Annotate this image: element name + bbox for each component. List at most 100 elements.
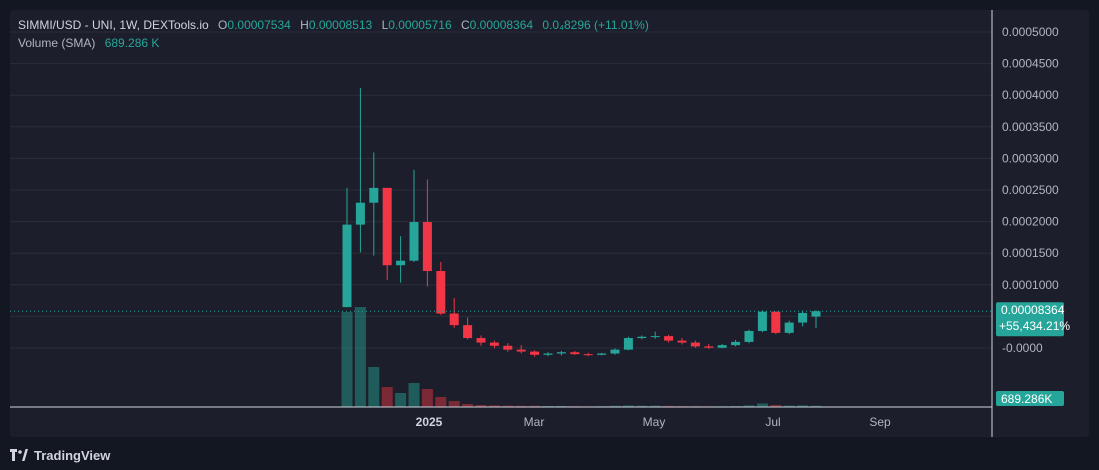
axes: 0.0005000 0.0004500 0.0004000 0.0003500 0.00… [10,10,1070,437]
volume-bar [783,405,795,407]
candle-body [650,336,660,338]
candle-body [704,346,714,348]
candle-body [543,353,553,355]
x-tick-label: May [643,415,666,429]
volume-bar [649,405,661,407]
candle-body [489,342,499,346]
volume-bar [462,404,474,407]
candle-body [556,352,566,354]
tradingview-branding[interactable]: TradingView [10,440,110,470]
candle-body [342,224,352,308]
volume-bar [770,405,782,407]
candle-body [369,187,379,203]
x-tick-label: Sep [869,415,891,429]
candle-body [597,353,607,355]
close-value: 0.00008364 [469,18,534,32]
candle-body [476,338,486,343]
y-tick-label: 0.0001500 [1002,246,1059,260]
volume-bar [636,405,648,407]
candle-body [811,311,821,317]
candle-body [409,222,419,261]
candle-body [744,330,754,342]
volume-bar [395,393,407,407]
y-tick-label: 0.0002000 [1002,215,1059,229]
high-key: H [300,18,309,32]
volume-bar [609,405,621,407]
volume-bar [381,387,393,407]
x-tick-label: Jul [765,415,780,429]
volume-bar [354,307,366,407]
symbol-legend: SIMMI/USD - UNI, 1W, DEXTools.io O0.0000… [18,16,649,52]
candle-body [623,338,633,350]
volume-bar [663,405,675,407]
candle-body [690,342,700,347]
low-key: L [381,18,389,32]
volume-bar [502,405,514,407]
volume-label[interactable]: Volume (SMA) [18,36,96,50]
volume-bar [435,397,447,407]
candle-body [583,354,593,356]
last-price-label: 0.00008364 [1001,303,1065,317]
volume-bars [341,307,822,407]
chart-panel[interactable]: 0.0005000 0.0004500 0.0004000 0.0003500 0.00… [10,10,1089,437]
candle-body [436,271,446,314]
candle-body [530,351,540,355]
candle-body [771,311,781,333]
volume-bar [341,312,353,407]
y-tick-label: 0.0003500 [1002,120,1059,134]
tradingview-logo-icon [10,449,28,461]
candle-body [570,352,580,355]
x-tick-label: 2025 [416,415,443,429]
volume-bar [475,405,487,407]
candle-body [784,322,794,333]
volume-bar [743,405,755,407]
candle-body [422,222,432,272]
candle-body [449,313,459,326]
volume-bar [421,389,433,407]
candle-body [503,345,513,350]
volume-bar [488,405,500,407]
y-tick-label: 0.0003000 [1002,151,1059,165]
candle-body [798,312,808,323]
y-tick-label: 0.0005000 [1002,25,1059,39]
open-value: 0.00007534 [227,18,291,32]
candle-body [463,325,473,339]
volume-tag [996,391,1064,406]
last-price-tag [996,302,1064,337]
volume-bar [622,405,634,407]
candlestick-chart[interactable]: 0.0005000 0.0004500 0.0004000 0.0003500 0.00… [10,10,1089,437]
y-tick-label: 0.0004500 [1002,57,1059,71]
y-tick-label: 0.0004000 [1002,88,1059,102]
candle-body [382,187,392,266]
volume-bar [515,405,527,407]
volume-tag-label: 689.286K [1001,392,1052,406]
candles [10,88,992,357]
volume-bar [810,405,822,407]
volume-value: 689.286 K [104,36,160,50]
candle-body [396,260,406,266]
candle-body [610,349,620,354]
y-tick-label: 0.0002500 [1002,183,1059,197]
last-change-label: +55,434.21% [999,319,1070,333]
candle-body [664,336,674,341]
volume-bar [368,367,380,407]
candle-body [637,336,647,339]
candle-body [355,202,365,225]
high-value: 0.00008513 [308,18,373,32]
y-tick-label: -0.0000 [1002,341,1043,355]
symbol-label[interactable]: SIMMI/USD - UNI, 1W, DEXTools.io [18,18,209,32]
volume-bar [529,405,541,407]
open-key: O [218,18,228,32]
candle-body [677,340,687,343]
tradingview-brand: TradingView [34,447,111,463]
x-tick-label: Mar [524,415,545,429]
candle-body [516,349,526,352]
close-key: C [461,18,470,32]
low-value: 0.00005716 [388,18,452,32]
y-tick-label: 0.0001000 [1002,278,1059,292]
grid [10,31,992,349]
volume-bar [756,403,768,407]
volume-bar [448,401,460,407]
volume-bar [408,383,420,407]
change-value: 0.0₄8296 (+11.01%) [542,18,649,32]
